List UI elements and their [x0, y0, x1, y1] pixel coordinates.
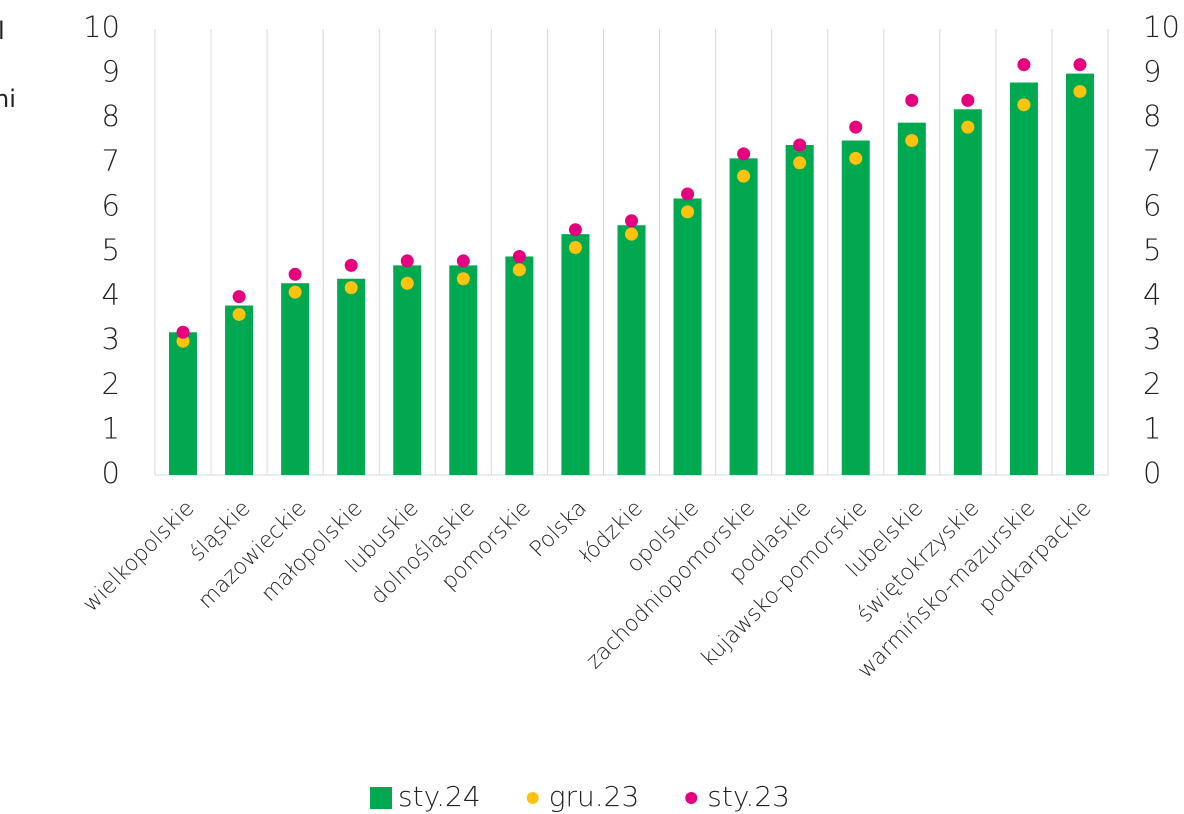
bar — [169, 332, 198, 475]
dot — [176, 334, 190, 348]
y2-tick-label: 0 — [1143, 456, 1161, 490]
y-tick-label: 4 — [102, 278, 120, 312]
y-tick-label: 3 — [102, 322, 120, 356]
dot — [1017, 58, 1031, 72]
y2-tick-label: 9 — [1143, 55, 1161, 89]
bar — [953, 109, 982, 475]
dot — [961, 93, 975, 107]
y2-tick-label: 8 — [1143, 99, 1161, 133]
legend-swatch — [370, 787, 392, 809]
dot — [344, 258, 358, 272]
y-tick-label: 10 — [83, 10, 120, 44]
bar — [561, 234, 590, 475]
dot — [681, 205, 695, 219]
bar — [449, 265, 478, 475]
y2-tick-label: 1 — [1143, 411, 1161, 445]
y-tick-label: 1 — [102, 411, 120, 445]
bar — [617, 225, 646, 475]
dot — [625, 214, 638, 228]
y-tick-label: 2 — [102, 367, 120, 401]
dot — [793, 138, 807, 152]
dot — [681, 187, 695, 201]
bar — [337, 278, 366, 475]
bar — [281, 283, 310, 475]
bar — [841, 140, 870, 475]
y-tick-label: 7 — [102, 144, 120, 178]
dot — [288, 285, 302, 299]
bar — [1065, 73, 1094, 475]
y-tick-label: 0 — [102, 456, 120, 490]
dot — [512, 263, 526, 277]
legend-swatch — [685, 792, 698, 804]
y-tick-label: 6 — [102, 188, 120, 222]
y2-tick-label: 10 — [1143, 10, 1180, 44]
y-tick-label: 9 — [102, 55, 120, 89]
dot — [456, 272, 470, 286]
dot — [1073, 84, 1087, 98]
dot — [288, 267, 302, 281]
bar — [1009, 82, 1038, 476]
legend-label: gru.23 — [549, 780, 640, 813]
dot — [849, 151, 863, 165]
annotation: l — [0, 17, 5, 45]
dot — [568, 223, 582, 237]
dot — [849, 120, 863, 134]
dot — [400, 276, 414, 290]
bar — [393, 265, 422, 475]
dot — [400, 254, 414, 268]
y2-tick-label: 5 — [1143, 233, 1161, 267]
dot — [176, 325, 190, 339]
dot — [232, 307, 246, 321]
dot — [456, 254, 470, 268]
dot — [568, 241, 582, 255]
dot — [512, 249, 526, 263]
dot — [905, 93, 919, 107]
y2-tick-label: 3 — [1143, 322, 1161, 356]
legend-swatch — [526, 792, 539, 804]
x-tick-label: wielkopolskie — [78, 496, 199, 617]
bar — [225, 305, 254, 475]
bar — [785, 144, 814, 475]
y-tick-label: 5 — [102, 233, 120, 267]
dot — [232, 290, 246, 304]
bar — [897, 122, 926, 475]
dot — [1073, 58, 1087, 72]
bar — [505, 256, 534, 475]
bar — [729, 158, 758, 475]
dot — [793, 156, 807, 170]
dot — [737, 147, 751, 161]
dot — [625, 227, 638, 241]
legend-label: sty.23 — [707, 780, 790, 813]
dot — [1017, 98, 1031, 112]
dot — [905, 134, 919, 147]
dot — [737, 169, 751, 183]
y2-tick-label: 2 — [1143, 367, 1161, 401]
dot — [961, 120, 975, 134]
y2-tick-label: 7 — [1143, 144, 1161, 178]
dot — [344, 281, 358, 295]
y-tick-label: 8 — [102, 99, 120, 133]
y2-tick-label: 4 — [1143, 278, 1161, 312]
annotation: ni — [0, 85, 16, 113]
y2-tick-label: 6 — [1143, 188, 1161, 222]
bar — [673, 198, 702, 476]
legend-label: sty.24 — [398, 780, 481, 813]
